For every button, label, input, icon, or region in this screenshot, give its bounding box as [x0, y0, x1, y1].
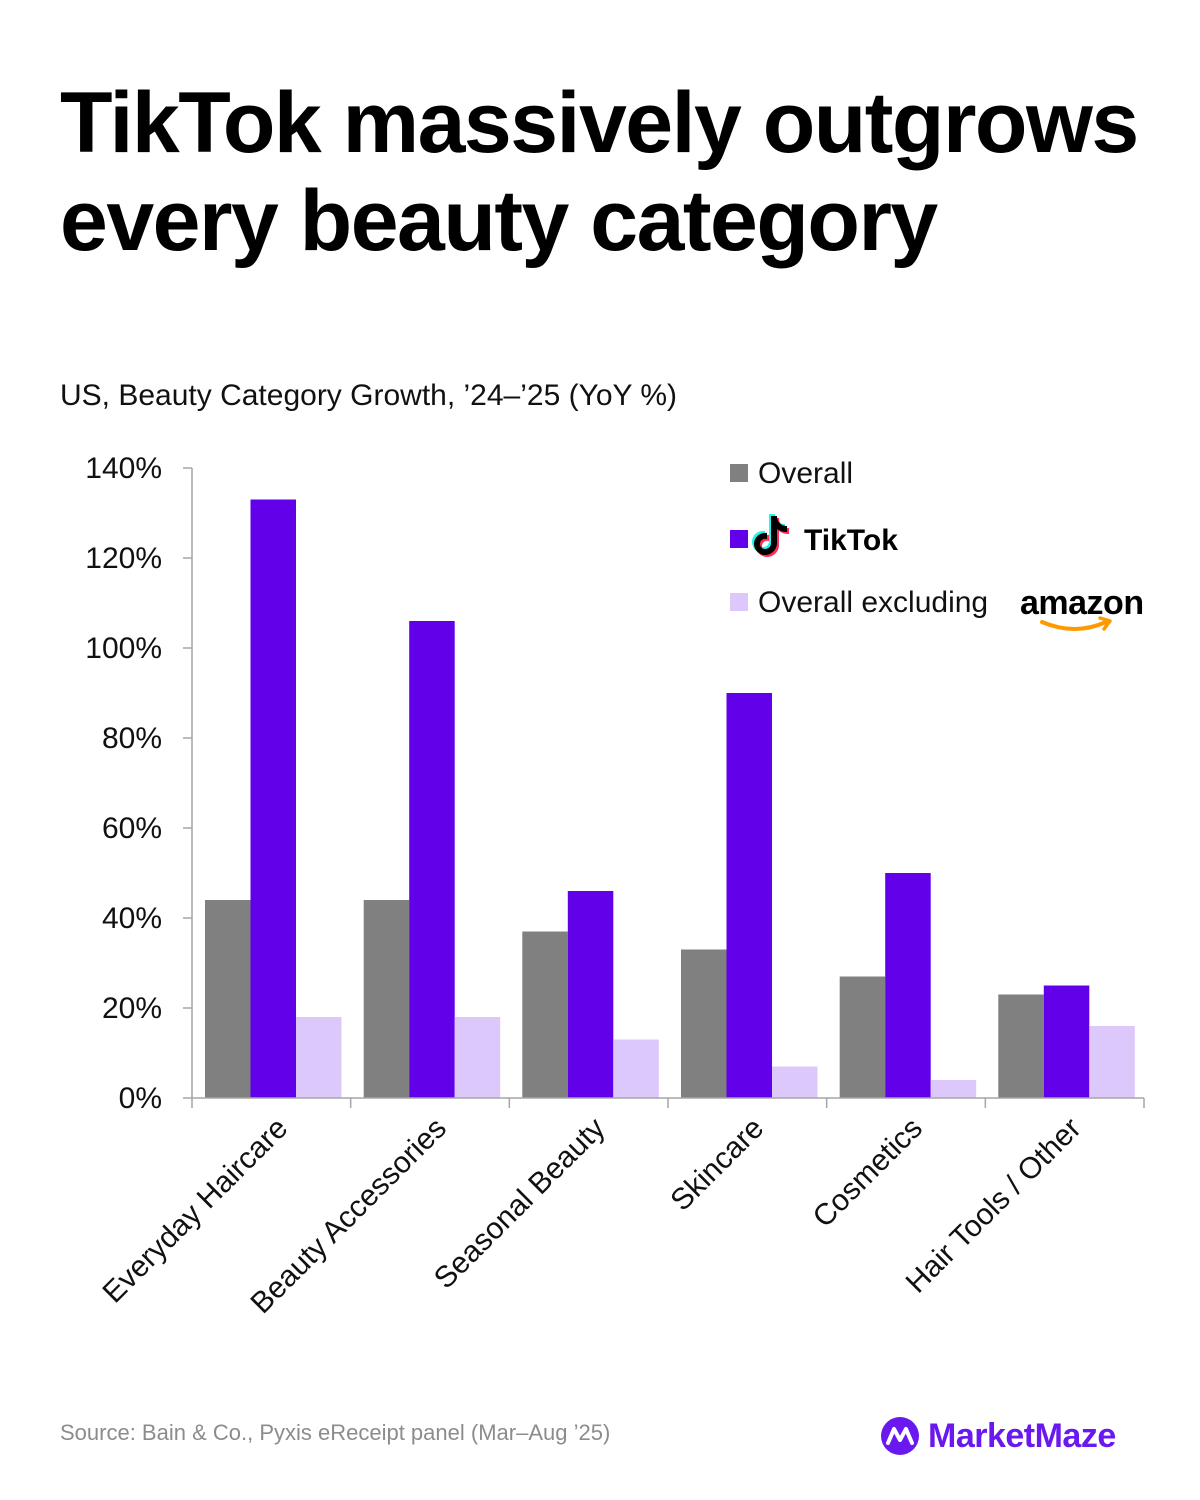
y-tick-label: 20% [102, 992, 162, 1025]
bar-chart: 0%20%40%60%80%100%120%140%Everyday Hairc… [85, 452, 1145, 1320]
bar-tiktok-5 [885, 873, 931, 1098]
brand-name: MarketMaze [928, 1416, 1116, 1455]
bar-overall-excluding-amazon-3 [613, 1039, 659, 1098]
y-tick-label: 40% [102, 902, 162, 935]
bar-overall-excluding-amazon-5 [930, 1080, 977, 1098]
bar-tiktok-6 [1043, 985, 1090, 1098]
bar-overall-5 [839, 976, 886, 1098]
y-tick-label: 140% [85, 452, 162, 485]
chart-title: TikTok massively outgrows every beauty c… [60, 75, 1139, 269]
x-category-label: Seasonal Beauty [428, 1112, 612, 1296]
bar-tiktok-4 [726, 693, 772, 1098]
y-tick-label: 80% [102, 722, 162, 755]
legend: Overall TikTok Overall excluding amazon [730, 457, 1144, 631]
tiktok-logo-icon [752, 514, 789, 557]
bar-overall-6 [998, 994, 1044, 1098]
legend-swatch-tiktok [730, 530, 748, 548]
axes-group: 0%20%40%60%80%100%120%140%Everyday Hairc… [85, 452, 1145, 1320]
bar-overall-4 [681, 949, 727, 1098]
bar-overall-1 [205, 900, 251, 1098]
amazon-smile [1040, 620, 1108, 631]
bar-tiktok-1 [250, 499, 296, 1098]
legend-label-overall-excl: Overall excluding [758, 586, 988, 619]
legend-label-tiktok: TikTok [804, 524, 898, 557]
y-tick-label: 100% [85, 632, 162, 665]
marketmaze-logo-icon [881, 1417, 919, 1455]
legend-swatch-overall-excl-amazon [730, 593, 748, 611]
source-note: Source: Bain & Co., Pyxis eReceipt panel… [60, 1420, 611, 1445]
bar-overall-excluding-amazon-2 [454, 1017, 501, 1098]
x-category-label: Hair Tools / Other [900, 1112, 1088, 1300]
amazon-wordmark: amazon [1020, 584, 1144, 622]
bar-overall-excluding-amazon-4 [772, 1066, 818, 1098]
bar-overall-3 [522, 931, 568, 1098]
y-tick-label: 60% [102, 812, 162, 845]
bar-tiktok-3 [567, 891, 614, 1098]
legend-label-overall: Overall [758, 457, 853, 490]
amazon-logo-icon: amazon [1020, 584, 1144, 631]
bar-tiktok-2 [409, 621, 455, 1098]
y-tick-label: 120% [85, 542, 162, 575]
bars-group [205, 499, 1135, 1098]
legend-swatch-overall [730, 464, 748, 482]
x-category-label: Cosmetics [807, 1112, 929, 1234]
x-category-label: Skincare [664, 1112, 770, 1218]
bar-overall-excluding-amazon-1 [296, 1017, 342, 1098]
chart-subtitle: US, Beauty Category Growth, ’24–’25 (YoY… [60, 379, 677, 412]
bar-overall-2 [363, 900, 410, 1098]
y-tick-label: 0% [119, 1082, 162, 1115]
bar-overall-excluding-amazon-6 [1089, 1026, 1135, 1098]
brand: MarketMaze [880, 1412, 1116, 1460]
